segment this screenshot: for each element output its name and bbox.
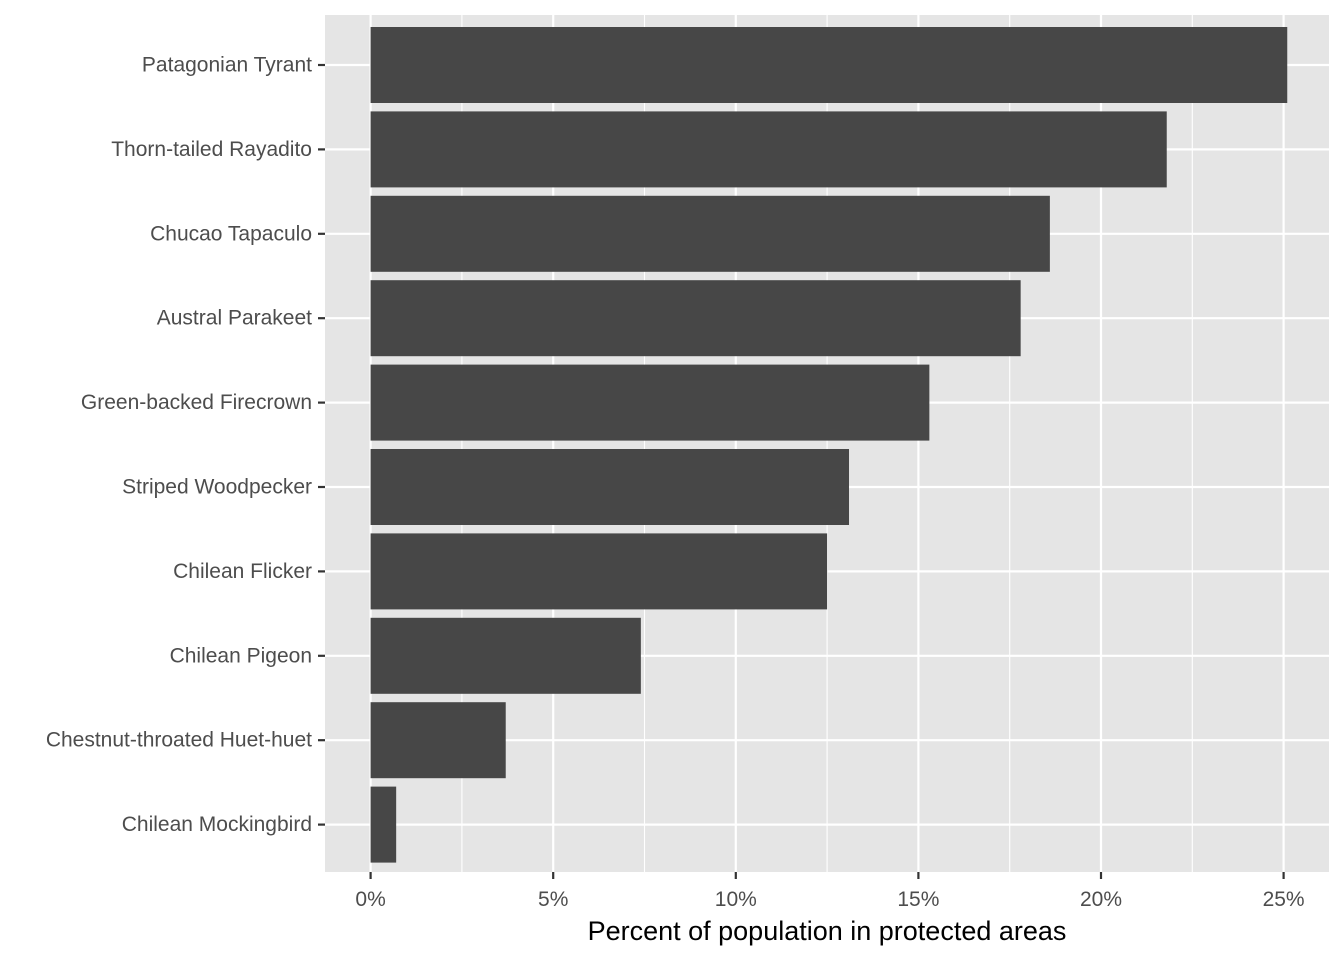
bar	[370, 27, 1288, 103]
x-axis: 0% 5% 10% 15% 20% 25%	[355, 872, 1305, 911]
y-tick-label: Striped Woodpecker	[122, 476, 312, 499]
y-tick-label: Chucao Tapaculo	[150, 222, 312, 245]
x-tick-label: 0%	[355, 888, 385, 911]
bar	[370, 617, 641, 694]
bar	[370, 195, 1050, 272]
y-axis: Patagonian Tyrant Thorn-tailed Rayadito Ch…	[46, 54, 325, 836]
bar	[370, 786, 397, 863]
x-tick-label: 25%	[1263, 888, 1305, 911]
bar	[370, 702, 506, 779]
y-tick-label: Patagonian Tyrant	[142, 54, 312, 77]
y-tick-label: Austral Parakeet	[157, 307, 312, 330]
y-tick-label: Chestnut-throated Huet-huet	[46, 729, 312, 752]
x-tick-label: 20%	[1080, 888, 1122, 911]
x-tick-label: 5%	[538, 888, 568, 911]
y-tick-label: Thorn-tailed Rayadito	[111, 138, 312, 161]
bar	[370, 449, 850, 525]
bars	[370, 27, 1288, 863]
y-tick-label: Chilean Pigeon	[170, 644, 312, 667]
x-axis-title: Percent of population in protected areas	[588, 916, 1067, 946]
y-tick-label: Green-backed Firecrown	[81, 391, 312, 414]
x-tick-label: 15%	[897, 888, 939, 911]
x-tick-label: 10%	[715, 888, 757, 911]
bar	[370, 280, 1021, 357]
bar	[370, 364, 930, 441]
y-tick-label: Chilean Mockingbird	[122, 813, 312, 836]
bar	[370, 111, 1167, 188]
y-tick-label: Chilean Flicker	[173, 560, 312, 583]
bar	[370, 533, 828, 610]
